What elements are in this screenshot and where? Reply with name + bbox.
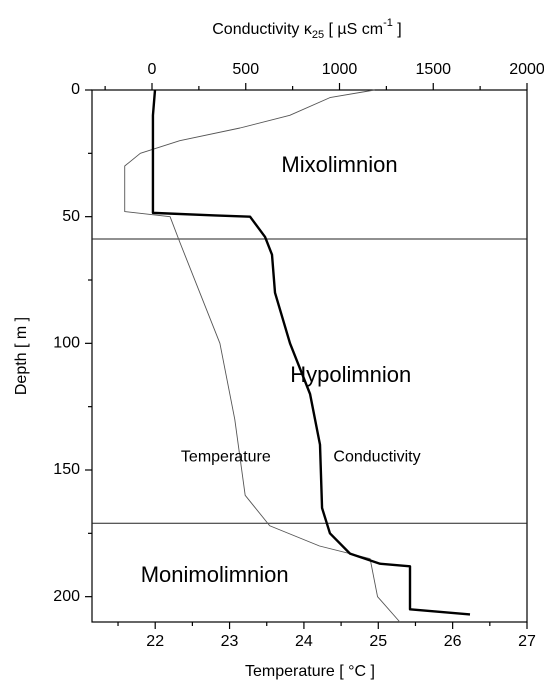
x-tick-label: 24	[295, 633, 313, 650]
x-tick-label: 26	[444, 633, 462, 650]
y-axis-label: Depth [ m ]	[13, 317, 30, 395]
x2-axis-label: Conductivity κ25 [ µS cm-1 ]	[212, 17, 402, 41]
x2-tick-label: 1500	[415, 61, 451, 78]
x2-tick-label: 0	[148, 61, 157, 78]
x2-tick-label: 1000	[322, 61, 358, 78]
x2-tick-label: 2000	[509, 61, 544, 78]
x2-label-sup: -1	[383, 17, 393, 29]
x-tick-label: 23	[221, 633, 239, 650]
y-tick-label: 200	[53, 588, 80, 605]
region-label: Hypolimnion	[290, 362, 411, 387]
profile-line	[124, 89, 401, 623]
x2-label-end: ]	[393, 21, 402, 38]
profile-line	[151, 89, 471, 616]
x-axis-label: Temperature [ °C ]	[245, 663, 375, 680]
series-label: Conductivity	[333, 449, 420, 466]
plot-frame	[91, 89, 528, 623]
y-tick-label: 150	[53, 461, 80, 478]
x2-tick-label: 500	[232, 61, 259, 78]
x-tick-label: 22	[146, 633, 164, 650]
x2-label-sub: 25	[312, 29, 324, 41]
x-tick-label: 25	[369, 633, 387, 650]
y-tick-label: 50	[62, 208, 80, 225]
region-label: Monimolimnion	[141, 562, 289, 587]
series-label: Temperature	[181, 449, 271, 466]
y-tick-label: 0	[71, 81, 80, 98]
region-label: Mixolimnion	[281, 152, 397, 177]
x2-label-text: Conductivity κ	[212, 21, 313, 38]
y-tick-label: 100	[53, 335, 80, 352]
x-tick-label: 27	[518, 633, 536, 650]
x2-label-mid: [ µS cm	[324, 21, 383, 38]
